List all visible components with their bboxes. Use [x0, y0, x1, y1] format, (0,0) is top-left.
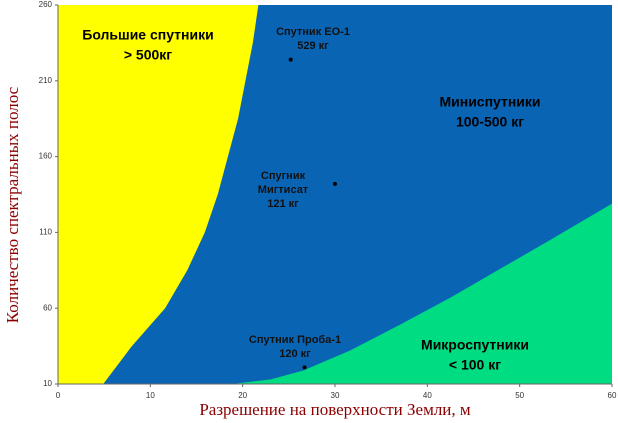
- x-tick-label: 40: [423, 391, 432, 400]
- point-label: Спутник ЕО-1: [276, 26, 350, 38]
- satellite-point: [302, 365, 307, 370]
- point-label: Мигтисат: [258, 184, 309, 196]
- x-tick-label: 10: [146, 391, 155, 400]
- x-tick-label: 30: [331, 391, 340, 400]
- y-tick-label: 260: [39, 0, 53, 9]
- point-label: Спутник Проба-1: [249, 334, 341, 346]
- region-label: > 500кг: [124, 47, 172, 63]
- region: [231, 203, 612, 384]
- region-label: < 100 кг: [449, 357, 501, 373]
- y-tick-label: 10: [43, 379, 52, 388]
- x-tick-label: 60: [608, 391, 617, 400]
- x-axis-title: Разрешение на поверхности Земли, м: [199, 400, 471, 419]
- point-label: 529 кг: [297, 40, 329, 52]
- x-tick-label: 50: [515, 391, 524, 400]
- y-axis-title: Количество спектральных полос: [3, 86, 22, 323]
- point-label: 121 кг: [267, 198, 299, 210]
- x-tick-label: 20: [238, 391, 247, 400]
- y-tick-label: 110: [39, 228, 52, 237]
- x-tick-label: 0: [56, 391, 61, 400]
- region-label: 100-500 кг: [456, 114, 524, 130]
- y-tick-label: 160: [39, 152, 53, 161]
- y-tick-label: 210: [39, 76, 53, 85]
- satellite-point: [288, 57, 293, 62]
- region-label: Микроспутники: [421, 337, 529, 353]
- point-label: Спугник: [261, 170, 306, 182]
- region-label: Большие спутники: [82, 27, 213, 43]
- y-tick-label: 60: [43, 303, 52, 312]
- region: [58, 5, 259, 384]
- region-label: Миниспутники: [439, 94, 540, 110]
- satellite-point: [333, 181, 337, 186]
- point-label: 120 кг: [279, 348, 311, 360]
